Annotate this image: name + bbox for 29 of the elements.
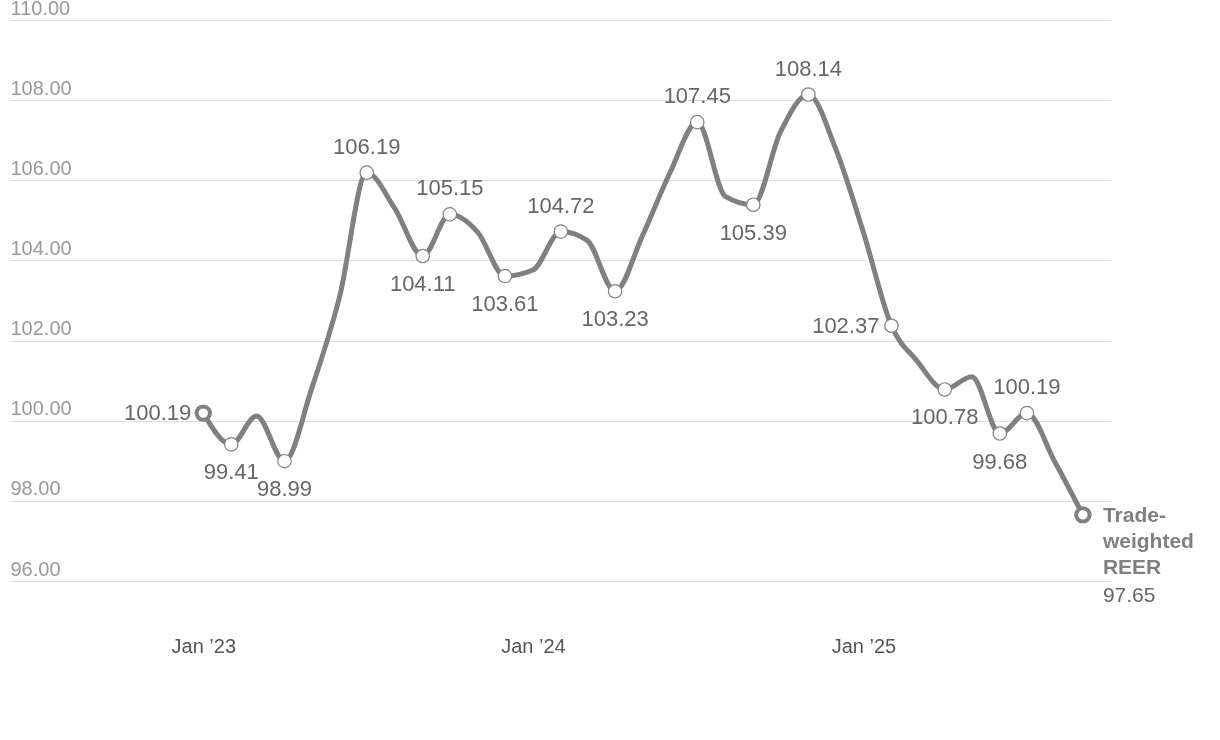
y-tick-label: 100.00 (10, 397, 72, 420)
x-tick-label: Jan ’23 (171, 634, 237, 657)
data-label: 105.39 (719, 219, 787, 245)
data-label: 103.61 (471, 291, 539, 317)
data-label: 100.19 (123, 400, 192, 426)
data-label: 98.99 (257, 476, 313, 502)
x-tick-label: Jan ’24 (501, 634, 566, 657)
data-label: 106.19 (333, 133, 401, 159)
data-label: 105.15 (416, 175, 484, 201)
y-tick-label: 104.00 (10, 236, 72, 259)
y-tick-label: 102.00 (10, 317, 72, 340)
data-label: 103.23 (581, 306, 649, 332)
series-label: Trade-weighted REER (1101, 502, 1194, 578)
data-label: 108.14 (774, 55, 843, 81)
data-label: 99.68 (972, 448, 1028, 474)
data-label: 102.37 (812, 312, 880, 338)
data-label: 107.45 (663, 83, 731, 109)
y-tick-label: 96.00 (10, 557, 61, 580)
data-label: 99.41 (203, 459, 259, 485)
y-tick-label: 110.00 (10, 0, 71, 19)
data-label: 97.65 (1102, 582, 1156, 606)
data-label: 104.11 (389, 271, 456, 297)
x-tick-label: Jan ’25 (831, 634, 897, 657)
y-tick-label: 106.00 (10, 156, 72, 179)
data-label: 100.78 (911, 404, 979, 430)
data-label: 104.72 (527, 192, 595, 218)
y-tick-label: 98.00 (10, 477, 61, 500)
data-label: 100.19 (993, 374, 1061, 400)
y-tick-label: 108.00 (10, 76, 72, 99)
